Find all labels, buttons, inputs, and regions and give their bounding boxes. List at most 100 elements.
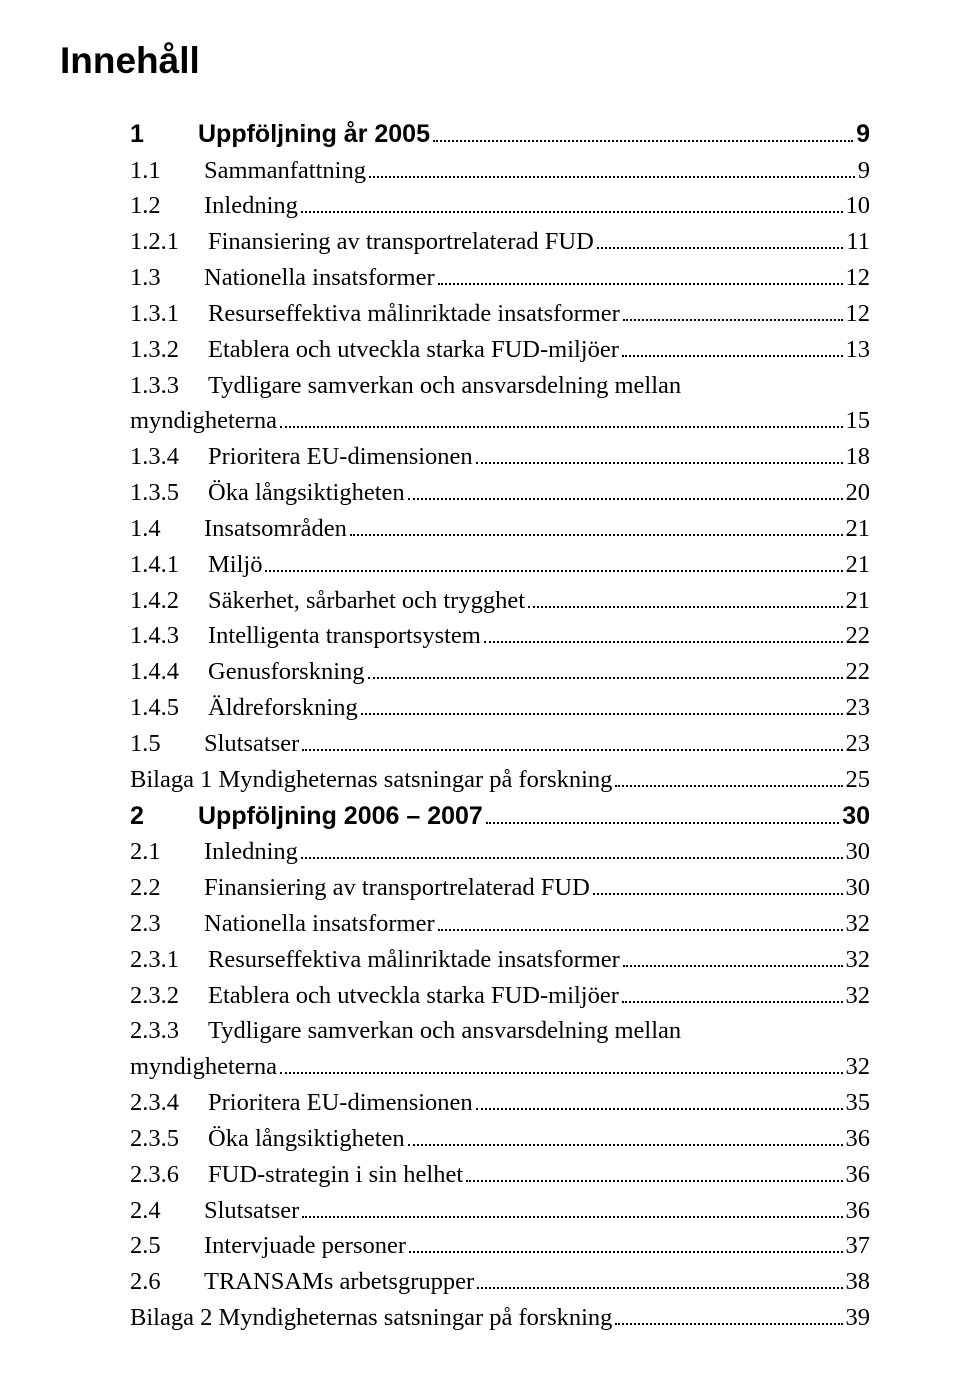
- toc-entry-page: 23: [846, 728, 871, 760]
- toc-entry-label: Bilaga 2 Myndigheternas satsningar på fo…: [130, 1302, 612, 1334]
- toc-leader-dots: [476, 1089, 843, 1111]
- toc-entry-label: Insatsområden: [180, 513, 347, 545]
- toc-entry-number: 1.4.2: [130, 585, 194, 617]
- toc-entry-page: 9: [858, 155, 870, 187]
- toc-entry: 1.4.3Intelligenta transportsystem22: [130, 620, 870, 652]
- toc-entry-label: Miljö: [194, 549, 262, 581]
- toc-leader-dots: [484, 622, 843, 644]
- toc-entry-number: 1.4.3: [130, 620, 194, 652]
- toc-entry-number: 1.4: [130, 513, 180, 545]
- toc-leader-dots: [433, 120, 853, 142]
- toc-entry-number: 2.4: [130, 1195, 180, 1227]
- toc-entry-page: 12: [846, 298, 871, 330]
- toc-leader-dots: [486, 802, 839, 824]
- toc-entry: 2.3.5Öka långsiktigheten36: [130, 1123, 870, 1155]
- toc-entry-label: Öka långsiktigheten: [194, 1123, 405, 1155]
- toc-leader-dots: [265, 550, 842, 572]
- toc-entry-label: Uppföljning 2006 – 2007: [168, 800, 483, 833]
- toc-entry-number: 1.2: [130, 190, 180, 222]
- toc-entry: 1.1Sammanfattning9: [130, 155, 870, 187]
- toc-entry-number: 1.5: [130, 728, 180, 760]
- toc-entry: 2.3.2Etablera och utveckla starka FUD-mi…: [130, 980, 870, 1012]
- toc-entry-number: 1.3.5: [130, 477, 194, 509]
- toc-entry: 1.2.1Finansiering av transportrelaterad …: [130, 226, 870, 258]
- toc-entry: 2.4Slutsatser36: [130, 1195, 870, 1227]
- toc-entry-label: Resurseffektiva målinriktade insatsforme…: [194, 944, 620, 976]
- toc-entry-label: Intervjuade personer: [180, 1230, 406, 1262]
- page-title: Innehåll: [60, 40, 870, 82]
- toc-entry: 2Uppföljning 2006 – 200730: [130, 800, 870, 833]
- toc-entry-number: 1.3.4: [130, 441, 194, 473]
- toc-entry-label: Äldreforskning: [194, 692, 358, 724]
- toc-leader-dots: [438, 909, 843, 931]
- toc-leader-dots: [302, 729, 842, 751]
- toc-entry-label: Bilaga 1 Myndigheternas satsningar på fo…: [130, 764, 612, 796]
- toc-leader-dots: [622, 335, 843, 357]
- toc-entry-label: Inledning: [180, 190, 298, 222]
- toc-entry: 2.3Nationella insatsformer32: [130, 908, 870, 940]
- toc-leader-dots: [597, 228, 844, 250]
- toc-entry-page: 35: [846, 1087, 871, 1119]
- toc-entry-page: 22: [846, 656, 871, 688]
- toc-entry-number: 2.1: [130, 836, 180, 868]
- toc-leader-dots: [593, 873, 843, 895]
- toc-entry-page: 25: [846, 764, 871, 796]
- toc-entry: 1.4.1Miljö21: [130, 549, 870, 581]
- toc-entry-number: 1.3.1: [130, 298, 194, 330]
- toc-leader-dots: [301, 838, 843, 860]
- toc-entry: myndigheterna15: [130, 405, 870, 437]
- toc-entry-label: Prioritera EU-dimensionen: [194, 441, 473, 473]
- toc-leader-dots: [408, 1124, 843, 1146]
- toc-entry-number: 2.2: [130, 872, 180, 904]
- toc-entry: 2.2Finansiering av transportrelaterad FU…: [130, 872, 870, 904]
- toc-entry-number: 1.2.1: [130, 226, 194, 258]
- toc-entry: 1.5Slutsatser 23: [130, 728, 870, 760]
- toc-entry-label: Sammanfattning: [180, 155, 366, 187]
- toc-entry-page: 21: [846, 549, 871, 581]
- toc-entry: 1.3.1Resurseffektiva målinriktade insats…: [130, 298, 870, 330]
- toc-entry-label: Öka långsiktigheten: [194, 477, 405, 509]
- toc-entry: 1.4.2Säkerhet, sårbarhet och trygghet21: [130, 585, 870, 617]
- toc-entry-page: 32: [846, 908, 871, 940]
- toc-entry-page: 10: [846, 190, 871, 222]
- toc-leader-dots: [476, 443, 843, 465]
- toc-entry: 2.6TRANSAMs arbetsgrupper38: [130, 1266, 870, 1298]
- toc-entry-number: 1.4.5: [130, 692, 194, 724]
- toc-entry-page: 13: [846, 334, 871, 366]
- toc-entry-label: Etablera och utveckla starka FUD-miljöer: [194, 334, 619, 366]
- table-of-contents: 1Uppföljning år 200591.1Sammanfattning91…: [130, 118, 870, 1334]
- toc-entry: 1.4.4Genusforskning22: [130, 656, 870, 688]
- toc-page: Innehåll 1Uppföljning år 200591.1Sammanf…: [0, 0, 960, 1398]
- toc-entry-label: Prioritera EU-dimensionen: [194, 1087, 473, 1119]
- toc-entry: 2.3.6FUD-strategin i sin helhet36: [130, 1159, 870, 1191]
- toc-leader-dots: [622, 981, 843, 1003]
- toc-entry-page: 39: [846, 1302, 871, 1334]
- toc-entry-page: 38: [846, 1266, 871, 1298]
- toc-entry-page: 11: [846, 226, 870, 258]
- toc-leader-dots: [623, 299, 843, 321]
- toc-leader-dots: [280, 407, 843, 429]
- toc-leader-dots: [615, 1304, 842, 1326]
- toc-entry-label: Tydligare samverkan och ansvarsdelning m…: [194, 370, 681, 402]
- toc-entry-number: 1.3.3: [130, 370, 194, 402]
- toc-entry-page: 30: [846, 836, 871, 868]
- toc-entry: 1.3Nationella insatsformer12: [130, 262, 870, 294]
- toc-entry-label: Tydligare samverkan och ansvarsdelning m…: [194, 1015, 681, 1047]
- toc-entry: 1.3.5Öka långsiktigheten20: [130, 477, 870, 509]
- toc-leader-dots: [368, 658, 843, 680]
- toc-entry: 1Uppföljning år 20059: [130, 118, 870, 151]
- toc-entry-label: Inledning: [180, 836, 298, 868]
- toc-entry-label: Säkerhet, sårbarhet och trygghet: [194, 585, 525, 617]
- toc-entry: myndigheterna32: [130, 1051, 870, 1083]
- toc-entry: 2.3.3Tydligare samverkan och ansvarsdeln…: [130, 1015, 870, 1047]
- toc-entry-number: 2.3.3: [130, 1015, 194, 1047]
- toc-entry-page: 12: [846, 262, 871, 294]
- toc-entry-number: 2: [130, 800, 168, 833]
- toc-entry-label: Slutsatser: [180, 728, 299, 760]
- toc-entry-number: 2.3.4: [130, 1087, 194, 1119]
- toc-entry-label: myndigheterna: [130, 405, 277, 437]
- toc-entry: 2.3.4Prioritera EU-dimensionen 35: [130, 1087, 870, 1119]
- toc-leader-dots: [350, 514, 843, 536]
- toc-entry-page: 36: [846, 1195, 871, 1227]
- toc-entry: 1.4.5Äldreforskning23: [130, 692, 870, 724]
